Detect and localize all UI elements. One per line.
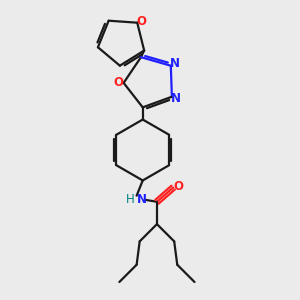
Text: N: N bbox=[171, 92, 181, 105]
Text: O: O bbox=[113, 76, 124, 89]
Text: N: N bbox=[170, 57, 180, 70]
Text: N: N bbox=[137, 193, 147, 206]
Text: H: H bbox=[126, 193, 135, 206]
Text: O: O bbox=[136, 15, 146, 28]
Text: O: O bbox=[173, 180, 183, 193]
